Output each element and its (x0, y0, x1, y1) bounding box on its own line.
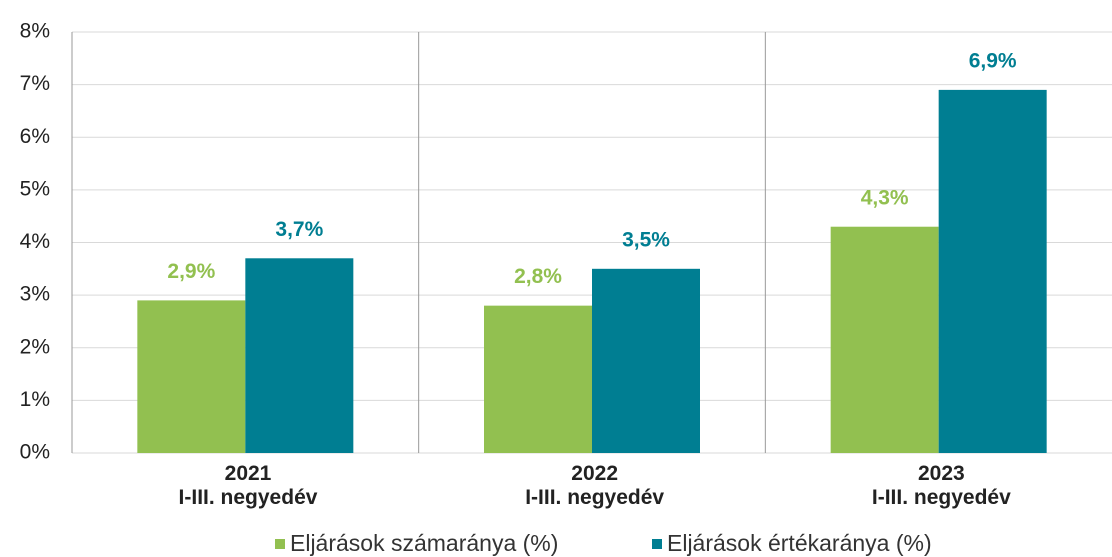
y-tick-label: 5% (20, 177, 50, 200)
y-tick-label: 3% (20, 283, 50, 306)
bar (484, 305, 592, 453)
data-label: 3,7% (275, 218, 323, 241)
bar (938, 89, 1047, 453)
legend-item: Eljárások számaránya (%) (275, 530, 558, 557)
legend-swatch (652, 538, 662, 549)
y-tick-label: 2% (20, 335, 50, 358)
bar (830, 226, 939, 453)
legend-item: Eljárások értékaránya (%) (652, 530, 932, 557)
y-tick-label: 6% (20, 125, 50, 148)
y-tick-label: 1% (20, 388, 50, 411)
bar (137, 300, 246, 453)
data-label: 3,5% (622, 228, 670, 251)
legend-swatch (275, 538, 285, 549)
y-tick-label: 4% (20, 230, 50, 253)
bar (592, 268, 700, 453)
y-tick-label: 7% (20, 72, 50, 95)
bar (245, 258, 354, 453)
x-tick-label: 2022 I-III. negyedév (525, 462, 665, 509)
y-tick-label: 8% (20, 20, 50, 43)
data-label: 2,8% (514, 265, 562, 288)
x-tick-label: 2023 I-III. negyedév (871, 462, 1011, 509)
y-tick-label: 0% (20, 441, 50, 464)
legend-label: Eljárások értékaránya (%) (667, 530, 932, 556)
legend-label: Eljárások számaránya (%) (290, 530, 559, 556)
x-tick-label: 2021 I-III. negyedév (178, 462, 318, 509)
data-label: 6,9% (969, 49, 1017, 72)
data-label: 2,9% (167, 260, 215, 283)
data-label: 4,3% (861, 186, 909, 209)
